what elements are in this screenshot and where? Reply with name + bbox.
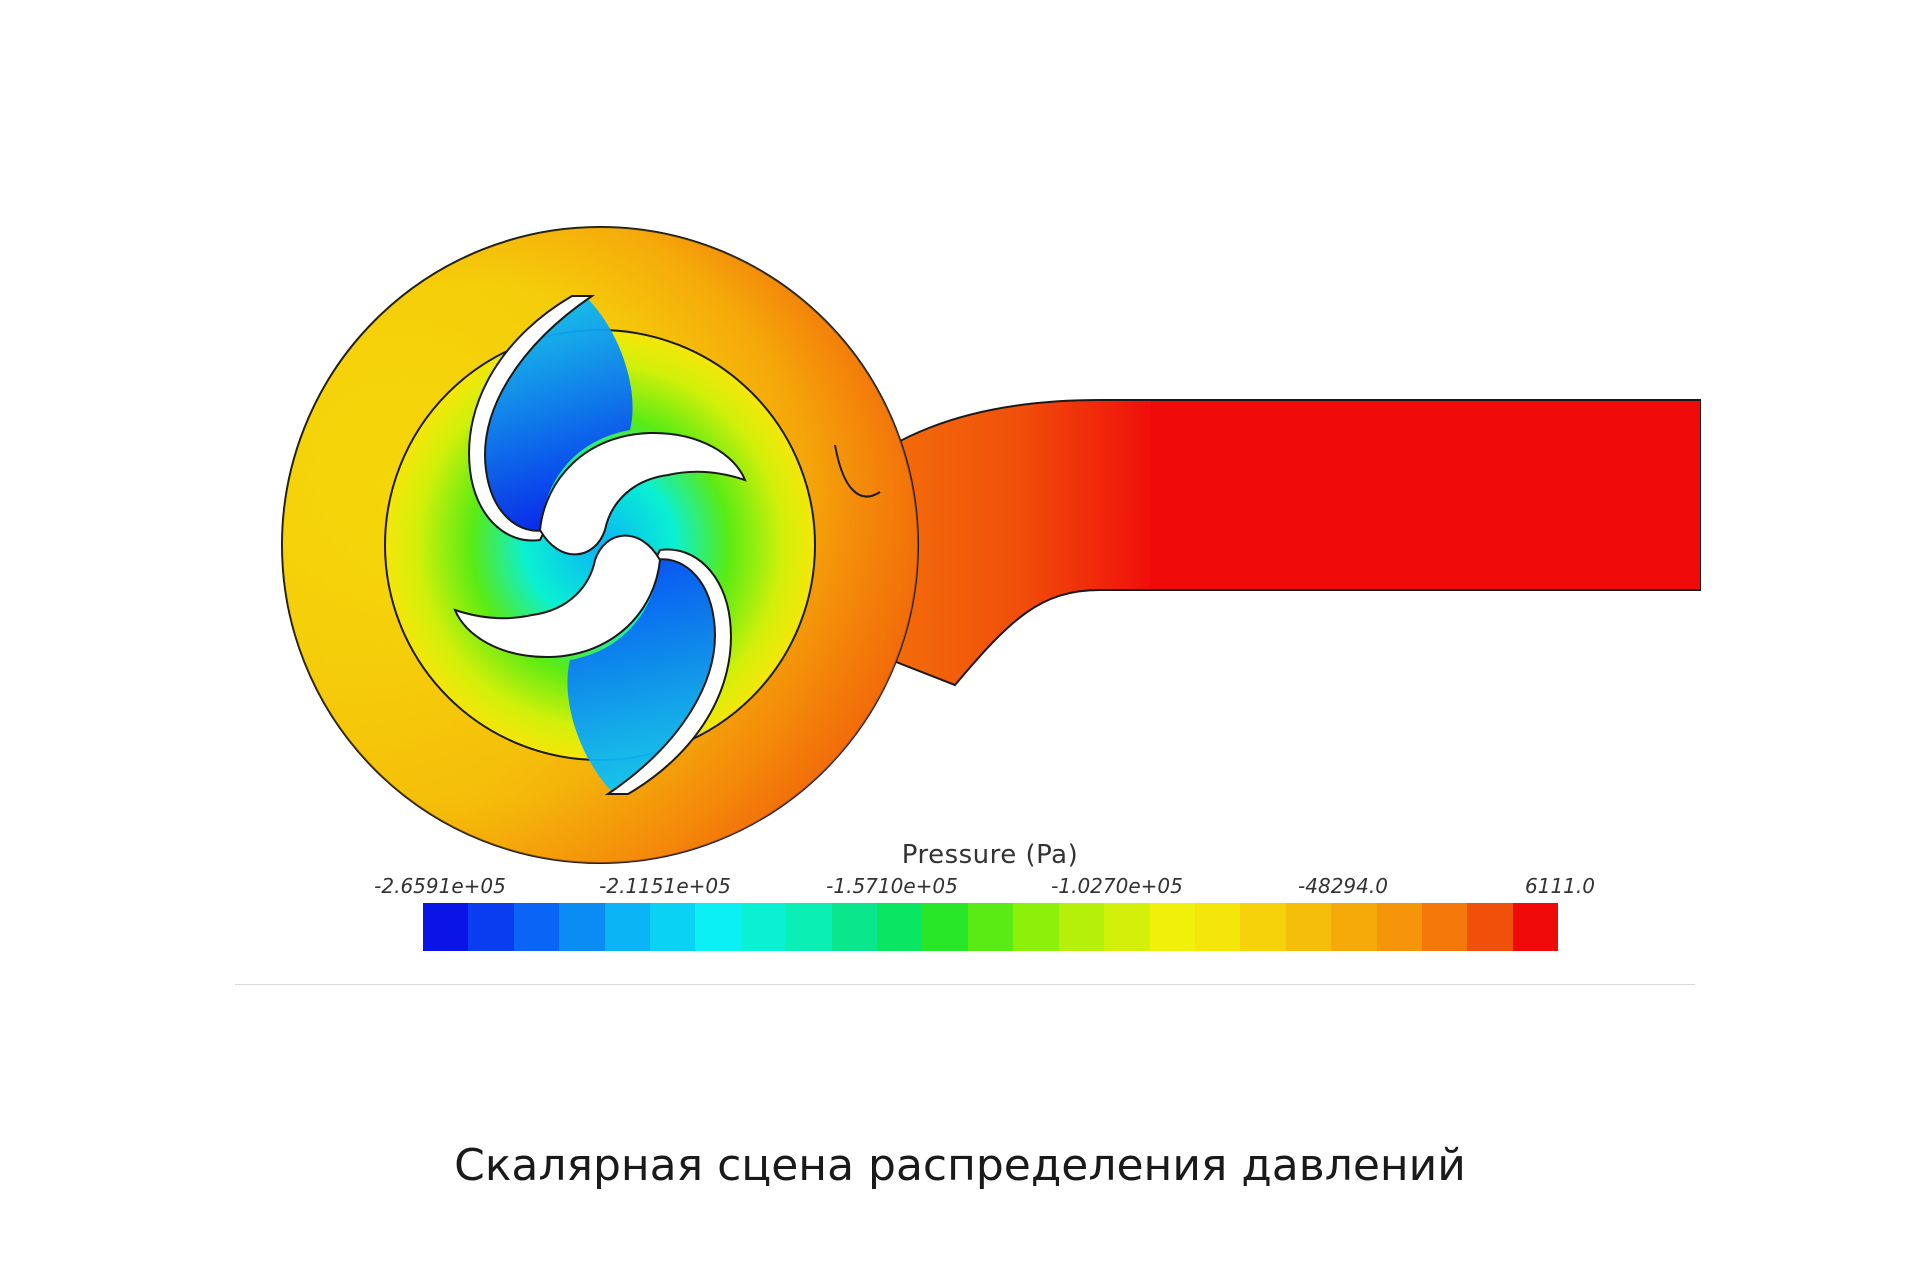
pressure-colorbar [423, 903, 1558, 951]
colorbar-band [1240, 903, 1285, 951]
legend-tick-5: -48294.0 [1298, 874, 1388, 898]
colorbar-band [877, 903, 922, 951]
colorbar-band [1331, 903, 1376, 951]
colorbar-band [741, 903, 786, 951]
colorbar-band [1513, 903, 1558, 951]
colorbar-band [559, 903, 604, 951]
colorbar-band [1059, 903, 1104, 951]
colorbar-band [832, 903, 877, 951]
legend-tick-4: -1.0270e+05 [1051, 874, 1183, 898]
colorbar-band [514, 903, 559, 951]
figure-caption: Скалярная сцена распределения давлений [0, 1140, 1920, 1191]
divider [235, 984, 1695, 985]
colorbar-band [922, 903, 967, 951]
legend-tick-2: -2.1151e+05 [599, 874, 731, 898]
legend-tick-max: 6111.0 [1525, 874, 1595, 898]
colorbar-band [1422, 903, 1467, 951]
colorbar-band [650, 903, 695, 951]
colorbar-band [1195, 903, 1240, 951]
colorbar-band [423, 903, 468, 951]
outlet-duct-core [1150, 401, 1700, 589]
colorbar-band [695, 903, 740, 951]
legend-title: Pressure (Pa) [790, 840, 1190, 870]
colorbar-band [605, 903, 650, 951]
colorbar-band [968, 903, 1013, 951]
colorbar-band [1377, 903, 1422, 951]
colorbar-band [468, 903, 513, 951]
colorbar-band [1013, 903, 1058, 951]
legend-tick-min: -2.6591e+05 [374, 874, 506, 898]
colorbar-band [1104, 903, 1149, 951]
legend-tick-3: -1.5710e+05 [826, 874, 958, 898]
colorbar-band [1467, 903, 1512, 951]
colorbar-band [1150, 903, 1195, 951]
colorbar-band [786, 903, 831, 951]
colorbar-band [1286, 903, 1331, 951]
